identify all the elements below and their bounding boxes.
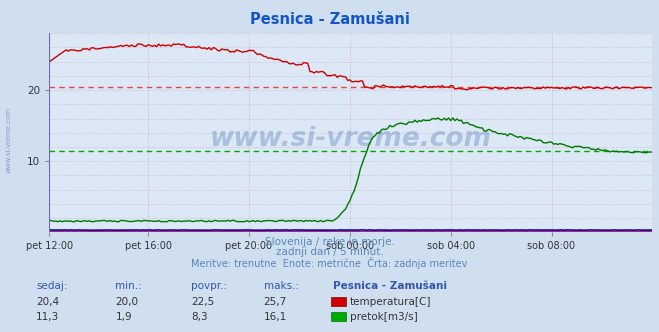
Text: min.:: min.: (115, 281, 142, 290)
Text: povpr.:: povpr.: (191, 281, 227, 290)
Text: 8,3: 8,3 (191, 312, 208, 322)
Text: 22,5: 22,5 (191, 297, 214, 307)
Text: Pesnica - Zamušani: Pesnica - Zamušani (250, 12, 409, 27)
Text: Slovenija / reke in morje.: Slovenija / reke in morje. (264, 237, 395, 247)
Text: 16,1: 16,1 (264, 312, 287, 322)
Text: pretok[m3/s]: pretok[m3/s] (350, 312, 418, 322)
Text: www.si-vreme.com: www.si-vreme.com (5, 106, 11, 173)
Text: www.si-vreme.com: www.si-vreme.com (210, 126, 492, 152)
Text: temperatura[C]: temperatura[C] (350, 297, 432, 307)
Text: Pesnica - Zamušani: Pesnica - Zamušani (333, 281, 447, 290)
Text: maks.:: maks.: (264, 281, 299, 290)
Text: sedaj:: sedaj: (36, 281, 68, 290)
Text: 11,3: 11,3 (36, 312, 59, 322)
Text: 20,4: 20,4 (36, 297, 59, 307)
Text: zadnji dan / 5 minut.: zadnji dan / 5 minut. (275, 247, 384, 257)
Text: 1,9: 1,9 (115, 312, 132, 322)
Text: 25,7: 25,7 (264, 297, 287, 307)
Text: 20,0: 20,0 (115, 297, 138, 307)
Text: Meritve: trenutne  Enote: metrične  Črta: zadnja meritev: Meritve: trenutne Enote: metrične Črta: … (191, 257, 468, 269)
